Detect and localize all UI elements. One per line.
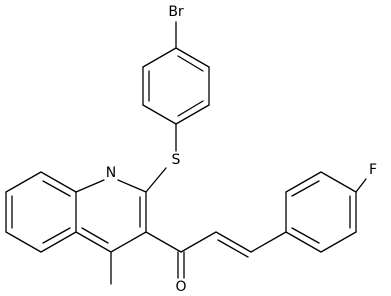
- atom-label: O: [175, 279, 186, 295]
- atom-label: N: [106, 165, 116, 181]
- bonds: [5, 21, 367, 285]
- atom-label: F: [369, 162, 377, 178]
- atom-label: Br: [168, 4, 184, 20]
- atom-label: S: [172, 152, 181, 168]
